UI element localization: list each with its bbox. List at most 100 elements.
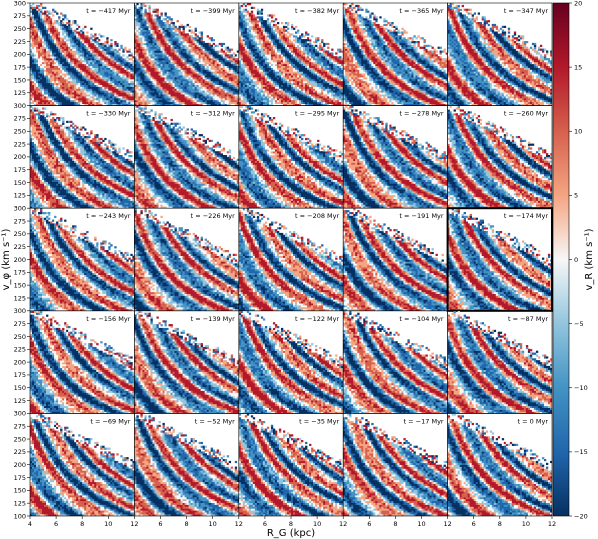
field-cell [50,33,53,36]
field-cell [80,58,83,61]
field-cell [116,63,119,66]
field-cell [206,77,209,80]
field-cell [144,69,147,72]
field-cell [218,67,222,70]
field-cell [34,39,37,42]
field-cell [130,73,133,76]
field-cell [160,69,163,72]
field-cell [40,33,43,36]
field-cell [106,71,109,74]
field-cell [164,39,167,42]
field-cell [260,16,264,19]
field-cell [140,103,143,106]
field-cell [212,96,216,99]
field-cell [254,86,258,89]
field-cell [244,46,248,49]
field-cell [166,35,169,38]
field-cell [38,48,41,51]
field-cell [120,79,123,82]
field-cell [74,86,77,89]
field-cell [42,80,45,84]
field-cell [88,37,91,40]
field-cell [222,96,226,99]
field-cell [172,41,175,44]
field-cell [82,90,85,93]
field-cell [252,71,256,74]
field-cell [196,60,199,63]
field-cell [170,82,173,85]
field-cell [98,77,101,80]
field-cell [32,75,35,78]
field-cell [140,101,143,104]
field-cell [54,41,57,44]
field-cell [138,44,141,47]
field-cell [50,82,53,85]
field-cell [250,58,254,61]
field-cell [236,101,239,104]
field-cell [222,69,226,72]
field-cell [174,99,177,103]
field-cell [74,90,77,93]
field-cell [194,94,197,97]
field-cell [34,56,37,59]
field-cell [150,39,153,42]
field-cell [148,31,151,34]
field-cell [120,69,123,72]
field-cell [38,25,41,28]
field-cell [140,67,143,70]
field-cell [182,54,185,57]
field-cell [266,67,270,70]
field-cell [78,37,81,40]
field-cell [88,48,91,51]
field-cell [50,50,53,53]
field-cell [138,10,141,13]
field-cell [144,54,147,57]
field-cell [208,46,211,49]
field-cell [104,65,107,68]
field-cell [208,86,211,89]
field-cell [242,14,246,17]
field-cell [122,63,125,66]
field-cell [162,80,165,84]
field-cell [258,48,262,51]
field-cell [258,98,262,101]
field-cell [264,60,268,63]
field-cell [240,92,244,95]
field-cell [180,25,183,28]
field-cell [134,90,137,93]
field-cell [42,98,45,101]
field-cell [166,94,169,97]
field-cell [56,65,59,68]
field-cell [40,103,43,106]
field-cell [202,65,205,68]
field-cell [132,56,135,59]
field-cell [86,46,89,49]
field-cell [86,52,89,55]
field-cell [90,101,93,104]
field-cell [30,37,33,40]
field-cell [268,90,272,93]
field-cell [252,18,256,21]
field-cell [212,101,216,104]
field-cell [238,10,242,13]
field-cell [154,22,157,25]
field-cell [60,69,63,72]
field-cell [148,22,151,25]
field-cell [104,46,107,49]
field-cell [148,37,151,40]
field-cell [32,73,35,76]
field-cell [194,67,197,70]
field-cell [108,60,111,63]
field-cell [264,50,268,53]
field-cell [170,75,173,78]
field-cell [210,67,213,70]
field-cell [182,33,185,36]
field-cell [258,69,262,72]
field-cell [242,84,246,87]
field-cell [156,82,159,85]
field-cell [46,41,49,44]
field-cell [42,20,45,23]
field-cell [64,50,67,53]
field-cell [264,71,268,74]
field-cell [68,63,71,66]
